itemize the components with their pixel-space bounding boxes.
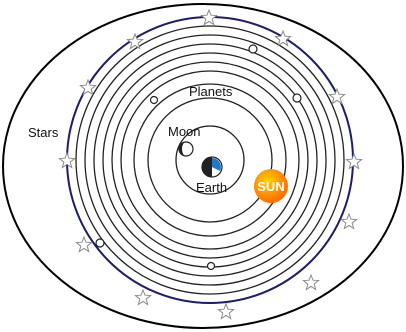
earth-night-side: [202, 157, 212, 177]
orbit-ring: [93, 43, 327, 277]
orbit-ring: [84, 34, 336, 286]
orbit-ring: [111, 61, 309, 259]
stars-group: [58, 8, 363, 320]
planets-label: Planets: [189, 84, 233, 99]
moon: [178, 141, 194, 157]
earth-ocean: [212, 158, 221, 171]
orbit-ring: [147, 97, 273, 223]
star-icon: [75, 235, 93, 253]
planets: [95, 44, 302, 271]
earth-label: Earth: [196, 180, 227, 195]
planet-dot: [292, 93, 302, 103]
star-icon: [126, 32, 144, 50]
star-icon: [340, 212, 358, 230]
star-icon: [134, 288, 152, 306]
sun: SUN: [254, 169, 288, 203]
sun-body: [254, 169, 288, 203]
moon-orbit: [175, 125, 245, 195]
planet-dot: [149, 95, 159, 105]
stars-label: Stars: [28, 125, 59, 140]
planet-dot: [206, 261, 216, 271]
moon-label: Moon: [168, 124, 201, 139]
star-icon: [200, 8, 218, 26]
orbit-ring: [75, 25, 345, 295]
planet-orbits: [75, 25, 345, 295]
star-icon: [328, 87, 346, 105]
star-icon: [345, 152, 363, 170]
sun-label: SUN: [257, 179, 284, 194]
moon-shadow: [179, 142, 186, 156]
star-icon: [79, 78, 97, 96]
star-icon: [217, 302, 235, 320]
star-icon: [58, 151, 76, 169]
star-icon: [302, 273, 320, 291]
planet-dot: [95, 238, 105, 248]
orbit-ring: [120, 70, 300, 250]
star-icon: [274, 29, 292, 47]
orbit-ring: [133, 83, 287, 237]
planet-dot: [248, 44, 258, 54]
earth: [201, 156, 223, 178]
